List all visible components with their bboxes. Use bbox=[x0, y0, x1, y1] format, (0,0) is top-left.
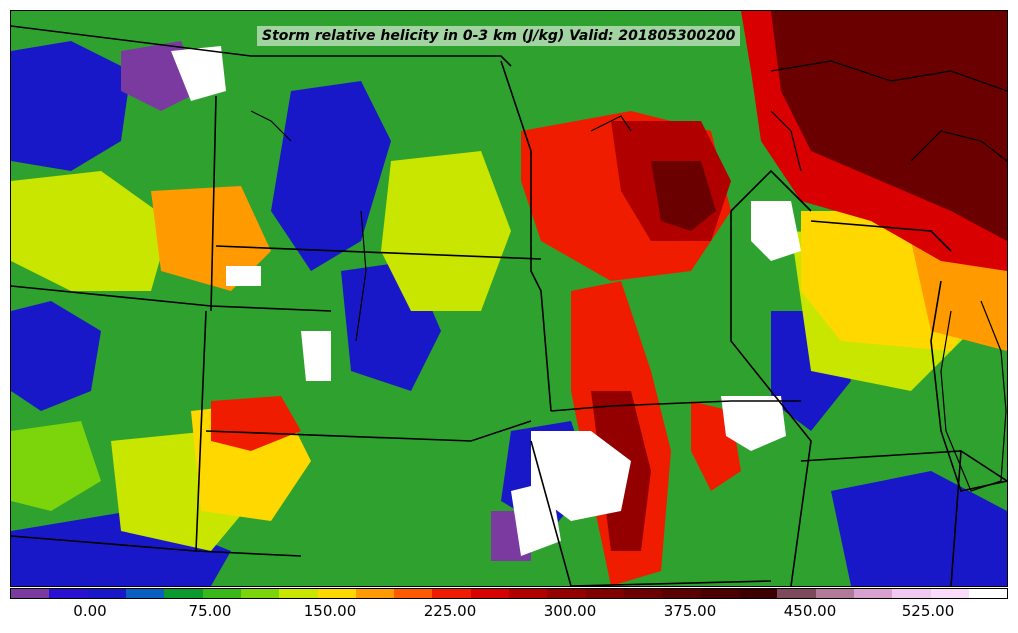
colorbar-cell bbox=[662, 589, 701, 598]
state-boundaries bbox=[11, 25, 1007, 586]
colorbar-tick-label: 525.00 bbox=[901, 602, 955, 620]
map-panel: Storm relative helicity in 0-3 km (J/kg)… bbox=[10, 10, 1008, 587]
colorbar-tick-label: 375.00 bbox=[663, 602, 717, 620]
field-white-south-2 bbox=[511, 481, 561, 556]
colorbar-cell bbox=[470, 589, 510, 598]
field-white-north bbox=[171, 46, 226, 101]
colorbar-cell bbox=[547, 589, 586, 598]
colorbar-cell bbox=[240, 589, 280, 598]
colorbar-cell bbox=[815, 589, 854, 598]
colorbar-cell bbox=[164, 589, 203, 598]
colorbar-tick-label: 300.00 bbox=[543, 602, 597, 620]
field-white-mid bbox=[721, 396, 786, 451]
colorbar-cell bbox=[892, 589, 931, 598]
field-blue-west bbox=[11, 41, 131, 171]
colorbar-cell bbox=[125, 589, 165, 598]
field-white-south bbox=[531, 431, 631, 521]
colorbar-cell bbox=[853, 589, 893, 598]
colorbar-tick-label: 450.00 bbox=[783, 602, 837, 620]
colorbar-cell bbox=[11, 589, 50, 598]
colorbar-cell bbox=[317, 589, 356, 598]
field-blue-west-2 bbox=[11, 301, 101, 411]
colorbar-cell bbox=[87, 589, 126, 598]
field-red-sw bbox=[211, 396, 301, 451]
field-blue-se bbox=[831, 471, 1007, 586]
map-title: Storm relative helicity in 0-3 km (J/kg)… bbox=[257, 26, 741, 46]
colorbar-cell bbox=[777, 589, 816, 598]
field-maroon-northeast bbox=[771, 11, 1007, 241]
colorbar-tick-label: 0.00 bbox=[73, 602, 107, 620]
colorbar-cell bbox=[968, 589, 1008, 598]
coastlines bbox=[250, 60, 1007, 492]
field-orange-west bbox=[151, 186, 271, 291]
field-maroon-north-central bbox=[651, 161, 716, 231]
colorbar-cell bbox=[930, 589, 969, 598]
colorbar-cell bbox=[738, 589, 778, 598]
colorbar-cell bbox=[394, 589, 433, 598]
field-lime-center bbox=[381, 151, 511, 311]
colorbar-tick-label: 75.00 bbox=[188, 602, 232, 620]
colorbar-cell bbox=[700, 589, 739, 598]
colorbar-cell bbox=[49, 589, 88, 598]
field-white-west-2 bbox=[226, 266, 261, 286]
field-lime-west bbox=[11, 171, 171, 291]
colorbar-cell bbox=[202, 589, 241, 598]
colorbar-cell bbox=[355, 589, 395, 598]
colorbar-cell bbox=[279, 589, 318, 598]
colorbar-cell bbox=[432, 589, 471, 598]
colorbar-cell bbox=[585, 589, 624, 598]
colorbar-tick-label: 225.00 bbox=[423, 602, 477, 620]
field-blue-center bbox=[271, 81, 391, 271]
colorbar-cell bbox=[509, 589, 548, 598]
field-white-east bbox=[751, 201, 801, 261]
field-lime-sw bbox=[11, 421, 101, 511]
helicity-map bbox=[11, 11, 1007, 586]
colorbar-ticks: 0.00 75.00 150.00 225.00 300.00 375.00 450.00 5… bbox=[0, 600, 1018, 630]
field-white-west bbox=[301, 331, 331, 381]
colorbar-tick-label: 150.00 bbox=[303, 602, 357, 620]
colorbar bbox=[10, 588, 1008, 599]
colorbar-cell bbox=[624, 589, 663, 598]
